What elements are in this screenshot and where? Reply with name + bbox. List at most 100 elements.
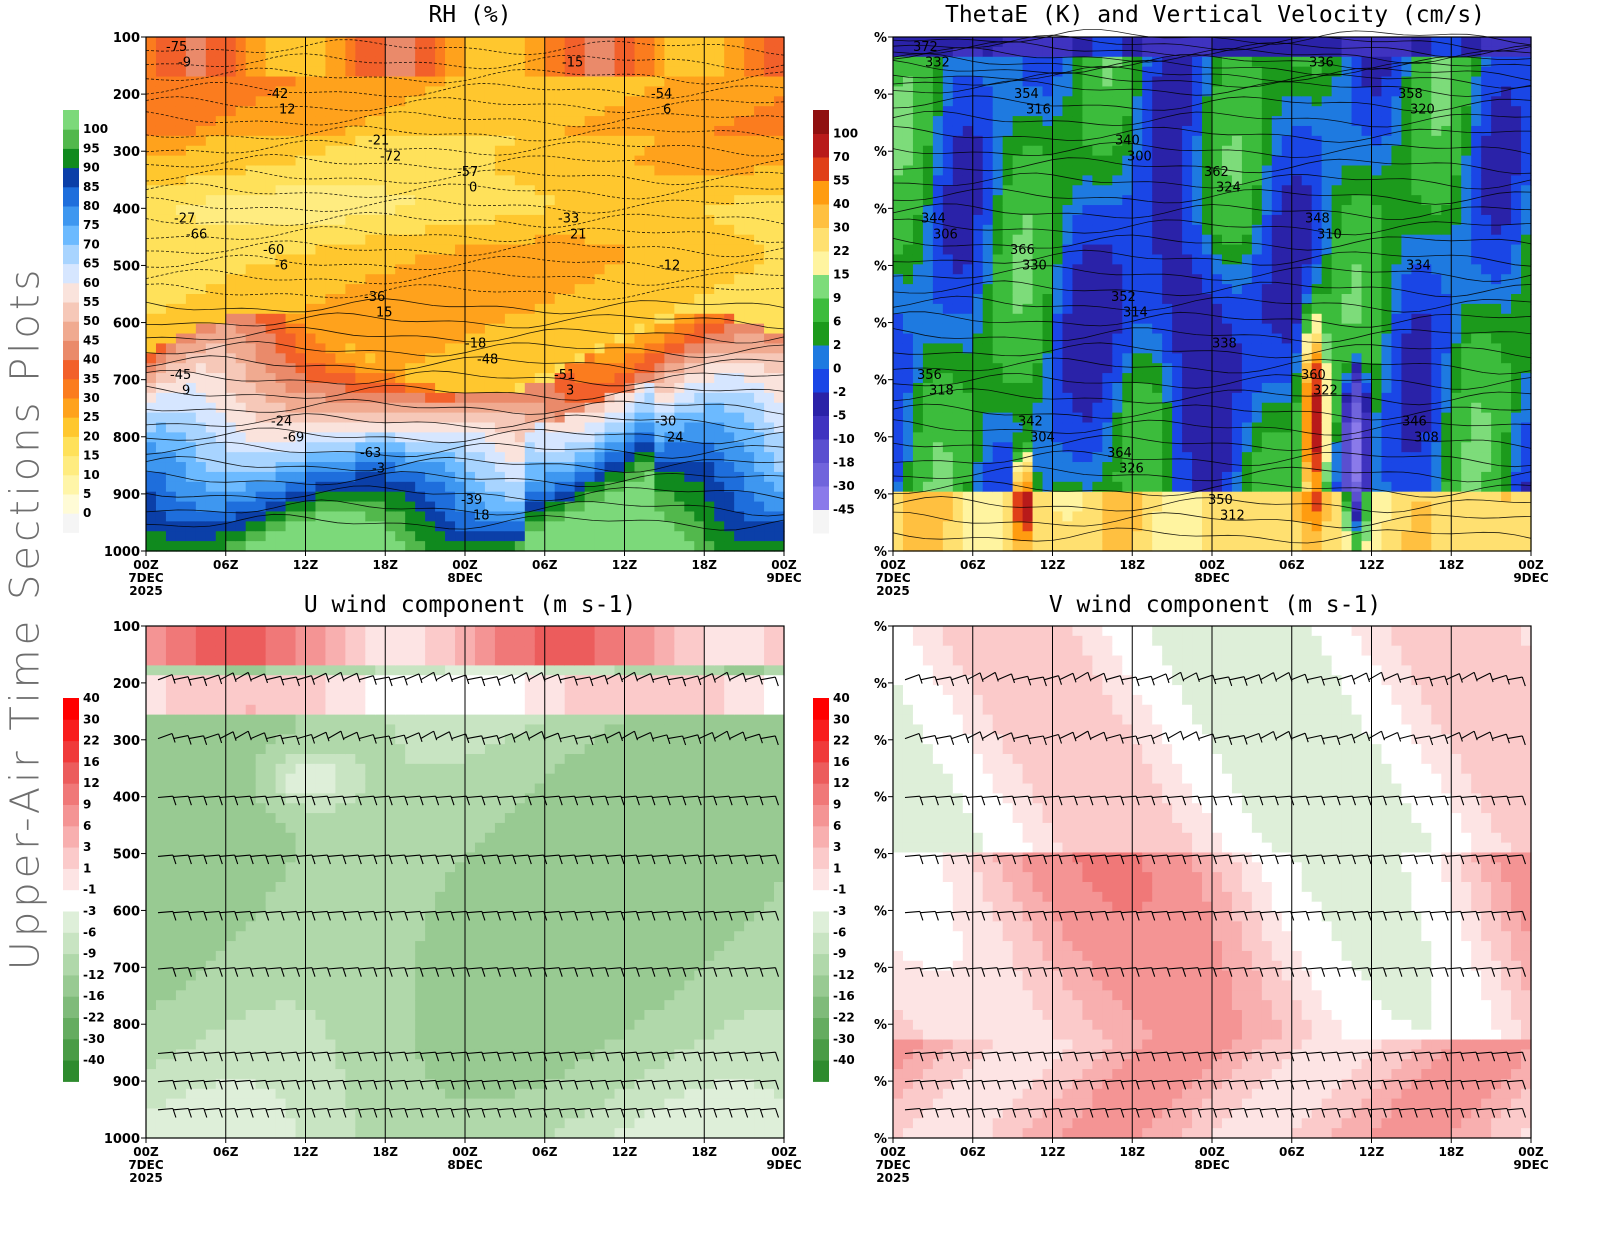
rh-cell xyxy=(235,422,247,433)
rh-cell xyxy=(594,491,606,503)
thetae-cell xyxy=(1052,471,1064,483)
rh-cell xyxy=(445,373,456,384)
rh-cell xyxy=(215,135,227,147)
rh-cell xyxy=(504,541,516,552)
thetae-cell xyxy=(1042,46,1054,58)
thetae-cell xyxy=(942,412,954,424)
rh-cell xyxy=(335,343,346,354)
rh-cell xyxy=(435,76,446,88)
rh-cell xyxy=(325,353,337,364)
rh-cell xyxy=(604,96,616,107)
rh-cell xyxy=(614,46,626,58)
rh-cell xyxy=(395,155,406,167)
rh-cell xyxy=(165,274,177,285)
thetae-cell xyxy=(1092,205,1103,216)
rh-cell xyxy=(325,76,337,88)
rh-cell xyxy=(654,382,665,394)
thetae-cell xyxy=(902,165,914,176)
rh-cell xyxy=(604,205,616,216)
rh-cell xyxy=(564,116,576,127)
rh-cell xyxy=(674,264,685,275)
rh-cell xyxy=(724,224,735,236)
rh-cell xyxy=(484,303,496,315)
rh-cell xyxy=(255,106,267,117)
rh-cell xyxy=(554,412,566,424)
rh-cell xyxy=(415,224,426,236)
rh-cell xyxy=(225,363,237,374)
thetae-cell xyxy=(1092,303,1103,315)
rh-cell xyxy=(175,462,187,473)
rh-cell xyxy=(654,86,665,97)
rh-cell xyxy=(165,155,177,167)
rh-cell xyxy=(375,353,386,364)
thetae-cell xyxy=(1172,37,1183,48)
rh-cell xyxy=(445,106,456,117)
thetae-cell xyxy=(972,501,984,513)
rh-cell xyxy=(225,116,237,127)
rh-cell xyxy=(325,541,337,552)
rh-cell xyxy=(355,521,366,532)
thetae-cell xyxy=(1032,303,1044,315)
rh-cell xyxy=(524,175,536,186)
rh-cell xyxy=(435,145,446,157)
rh-cell xyxy=(415,392,426,404)
rh-cell xyxy=(584,214,596,226)
rh-cell xyxy=(654,214,665,226)
rh-cell xyxy=(574,205,586,216)
rh-cell xyxy=(215,402,227,414)
rh-cell xyxy=(704,165,715,176)
rh-cell xyxy=(375,224,386,236)
rh-cell xyxy=(245,531,257,542)
thetae-cell xyxy=(1152,373,1163,384)
rh-cell xyxy=(395,363,406,374)
rh-cell xyxy=(614,96,626,107)
thetae-cell xyxy=(982,56,994,68)
rh-cell xyxy=(744,185,755,196)
rh-cell xyxy=(235,37,247,48)
rh-cell xyxy=(385,66,396,78)
rh-cell xyxy=(774,392,785,404)
thetae-cell xyxy=(1142,76,1153,88)
thetae-cell xyxy=(972,531,984,542)
rh-cell xyxy=(415,531,426,542)
rh-cell xyxy=(754,313,765,325)
thetae-cell xyxy=(1022,521,1034,532)
rh-cell xyxy=(305,373,317,384)
rh-cell xyxy=(335,333,346,345)
rh-cell xyxy=(465,284,476,295)
rh-cell xyxy=(744,303,755,315)
rh-cell xyxy=(504,214,516,226)
rh-cell xyxy=(395,165,406,176)
rh-cell xyxy=(524,402,536,414)
rh-cell xyxy=(714,46,725,58)
rh-cell xyxy=(714,392,725,404)
rh-cell xyxy=(445,432,456,443)
rh-cell xyxy=(445,125,456,137)
thetae-cell xyxy=(1022,471,1034,483)
rh-cell xyxy=(484,185,496,196)
rh-cell xyxy=(405,37,416,48)
thetae-cell xyxy=(912,521,924,532)
rh-cell xyxy=(155,373,167,384)
rh-cell xyxy=(634,541,646,552)
thetae-cell xyxy=(902,432,914,443)
rh-cell xyxy=(604,471,616,483)
rh-contour-label: -36 xyxy=(364,290,385,305)
thetae-cell xyxy=(893,511,904,522)
rh-cell xyxy=(205,125,217,137)
rh-cell xyxy=(634,37,646,48)
rh-cell xyxy=(664,373,675,384)
rh-cell xyxy=(664,511,675,522)
rh-cell xyxy=(684,294,695,305)
rh-cell xyxy=(155,205,167,216)
rh-cell xyxy=(445,86,456,97)
rh-cell xyxy=(355,541,366,552)
rh-cell xyxy=(754,481,765,493)
rh-cell xyxy=(465,363,476,374)
rh-cell xyxy=(235,284,247,295)
rh-cell xyxy=(435,284,446,295)
rh-cell xyxy=(355,155,366,167)
rh-cell xyxy=(644,452,656,463)
thetae-cell xyxy=(902,353,914,364)
rh-cell xyxy=(185,422,197,433)
